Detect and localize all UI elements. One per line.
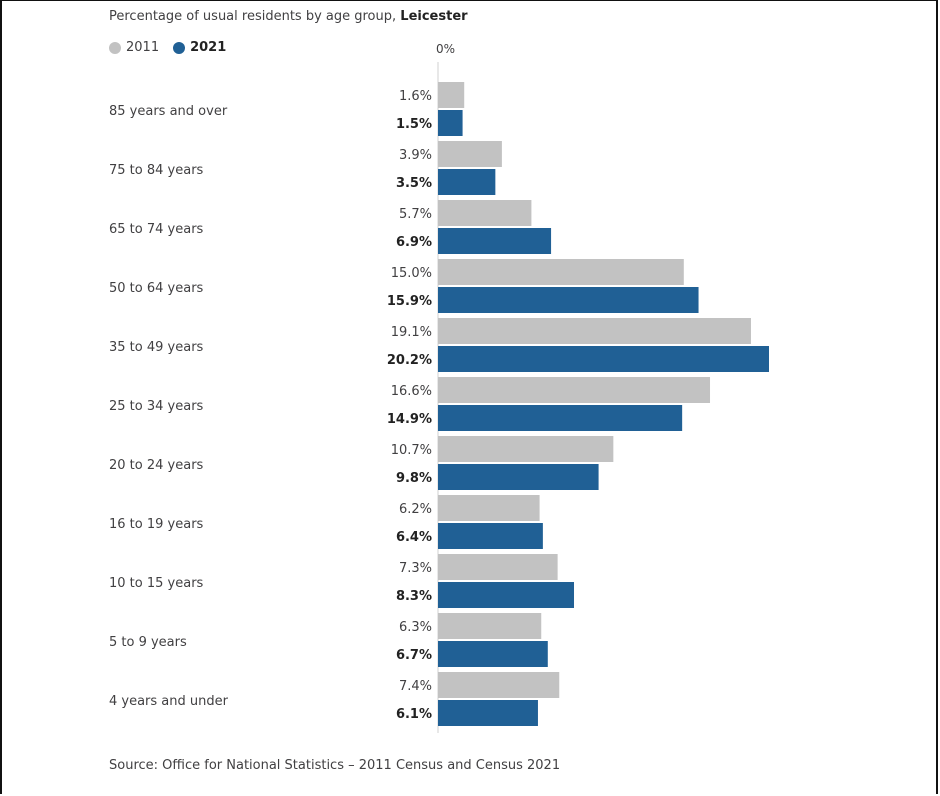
bar-2011 xyxy=(438,318,751,344)
data-label-2021: 6.1% xyxy=(396,707,432,722)
bar-2021 xyxy=(438,700,538,726)
category-label: 65 to 74 years xyxy=(109,222,204,237)
data-label-2011: 19.1% xyxy=(391,325,432,340)
bar-2011 xyxy=(438,436,614,462)
data-label-2011: 6.2% xyxy=(399,502,432,517)
data-label-2011: 3.9% xyxy=(399,148,432,163)
chart-legend: 2011 2021 xyxy=(109,40,240,55)
category-label: 5 to 9 years xyxy=(109,635,187,650)
data-label-2011: 6.3% xyxy=(399,620,432,635)
data-label-2011: 10.7% xyxy=(391,443,432,458)
category-label: 35 to 49 years xyxy=(109,340,204,355)
data-label-2021: 8.3% xyxy=(396,589,432,604)
data-label-2021: 6.7% xyxy=(396,648,432,663)
legend-item-2011: 2011 xyxy=(109,40,159,55)
category-label: 16 to 19 years xyxy=(109,517,204,532)
bar-chart: 0% 85 years and over 1.6% 1.5% 75 to 84 year… xyxy=(109,42,769,733)
category-label: 4 years and under xyxy=(109,694,229,709)
bar-2021 xyxy=(438,464,599,490)
bar-2021 xyxy=(438,346,769,372)
category-label: 75 to 84 years xyxy=(109,163,204,178)
bar-2021 xyxy=(438,287,699,313)
source-note: Source: Office for National Statistics –… xyxy=(109,758,561,773)
legend-item-2021: 2021 xyxy=(173,40,226,55)
legend-label-2021: 2021 xyxy=(190,40,227,55)
data-label-2011: 15.0% xyxy=(391,266,432,281)
bar-2021 xyxy=(438,523,543,549)
chart-title: Percentage of usual residents by age gro… xyxy=(109,9,468,24)
bar-2011 xyxy=(438,613,542,639)
category-label: 50 to 64 years xyxy=(109,281,204,296)
bar-2011 xyxy=(438,672,560,698)
data-label-2021: 14.9% xyxy=(387,412,432,427)
bar-2021 xyxy=(438,641,548,667)
data-label-2021: 6.4% xyxy=(396,530,432,545)
data-label-2011: 7.3% xyxy=(399,561,432,576)
data-label-2011: 16.6% xyxy=(391,384,432,399)
data-label-2011: 5.7% xyxy=(399,207,432,222)
legend-swatch-2021 xyxy=(173,41,186,54)
legend-swatch-2011 xyxy=(109,41,121,54)
bar-2021 xyxy=(438,582,575,608)
bar-2011 xyxy=(438,141,502,167)
bar-2021 xyxy=(438,228,552,254)
bar-2021 xyxy=(438,169,496,195)
data-label-2021: 3.5% xyxy=(396,176,432,191)
category-label: 10 to 15 years xyxy=(109,576,204,591)
data-label-2021: 9.8% xyxy=(396,471,432,486)
data-label-2021: 15.9% xyxy=(387,294,432,309)
category-label: 25 to 34 years xyxy=(109,399,204,414)
category-label: 20 to 24 years xyxy=(109,458,204,473)
data-label-2021: 1.5% xyxy=(396,117,432,132)
bar-2021 xyxy=(438,405,683,431)
chart-title-text: Percentage of usual residents by age gro… xyxy=(109,9,401,24)
bar-2011 xyxy=(438,554,558,580)
legend-label-2011: 2011 xyxy=(126,40,160,55)
data-label-2021: 6.9% xyxy=(396,235,432,250)
data-label-2011: 1.6% xyxy=(399,89,432,104)
axis-tick-label: 0% xyxy=(436,42,455,56)
data-label-2011: 7.4% xyxy=(399,679,432,694)
chart-title-place: Leicester xyxy=(400,9,468,24)
data-label-2021: 20.2% xyxy=(387,353,432,368)
bar-2011 xyxy=(438,377,711,403)
bar-2011 xyxy=(438,82,465,108)
bar-2011 xyxy=(438,200,532,226)
category-label: 85 years and over xyxy=(109,104,228,119)
bar-2011 xyxy=(438,259,684,285)
bar-2021 xyxy=(438,110,463,136)
bar-2011 xyxy=(438,495,540,521)
